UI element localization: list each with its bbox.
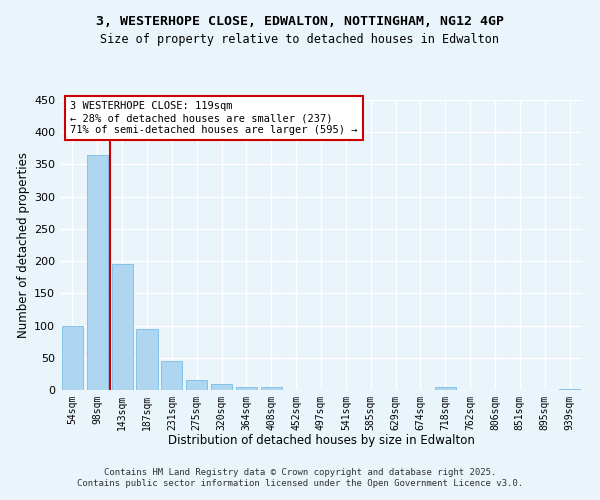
Bar	[87, 155, 108, 390]
Bar	[559, 388, 580, 390]
X-axis label: Distribution of detached houses by size in Edwalton: Distribution of detached houses by size …	[167, 434, 475, 448]
Text: 3 WESTERHOPE CLOSE: 119sqm
← 28% of detached houses are smaller (237)
71% of sem: 3 WESTERHOPE CLOSE: 119sqm ← 28% of deta…	[70, 102, 358, 134]
Text: 3, WESTERHOPE CLOSE, EDWALTON, NOTTINGHAM, NG12 4GP: 3, WESTERHOPE CLOSE, EDWALTON, NOTTINGHA…	[96, 15, 504, 28]
Bar	[435, 388, 456, 390]
Text: Size of property relative to detached houses in Edwalton: Size of property relative to detached ho…	[101, 32, 499, 46]
Bar	[261, 387, 282, 390]
Bar	[211, 384, 232, 390]
Bar	[186, 380, 207, 390]
Bar	[161, 361, 182, 390]
Bar	[136, 329, 158, 390]
Y-axis label: Number of detached properties: Number of detached properties	[17, 152, 30, 338]
Text: Contains HM Land Registry data © Crown copyright and database right 2025.
Contai: Contains HM Land Registry data © Crown c…	[77, 468, 523, 487]
Bar	[62, 326, 83, 390]
Bar	[112, 264, 133, 390]
Bar	[236, 387, 257, 390]
